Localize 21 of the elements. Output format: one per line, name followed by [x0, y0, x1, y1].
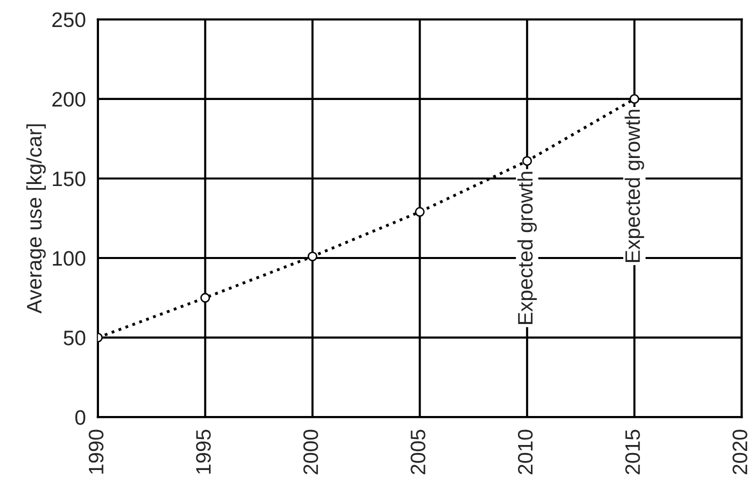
x-tick-label: 2010	[518, 430, 533, 474]
y-axis-title: Average use [kg/car]	[26, 124, 46, 314]
y-tick-label: 100	[52, 251, 86, 266]
point	[414, 207, 425, 217]
point	[522, 156, 532, 166]
x-tick-label: 1990	[88, 430, 104, 474]
y-tick-label: 50	[64, 330, 86, 346]
y-tick-label: 150	[52, 171, 86, 186]
x-tick-label: 2005	[410, 430, 426, 474]
point	[630, 94, 640, 104]
x-tick-label: 2000	[303, 430, 318, 474]
point	[308, 252, 318, 262]
x-tick-label: 1995	[196, 430, 211, 474]
y-tick-label: 0	[75, 410, 86, 425]
annotation: Expected growth	[624, 110, 644, 262]
x-tick-label: 2020	[732, 430, 748, 474]
y-tick-label: 200	[52, 92, 86, 107]
y-tick-label: 250	[52, 12, 86, 28]
annotation: Expected growth	[517, 172, 537, 324]
x-tick-label: 2015	[625, 430, 640, 474]
point	[200, 292, 210, 303]
